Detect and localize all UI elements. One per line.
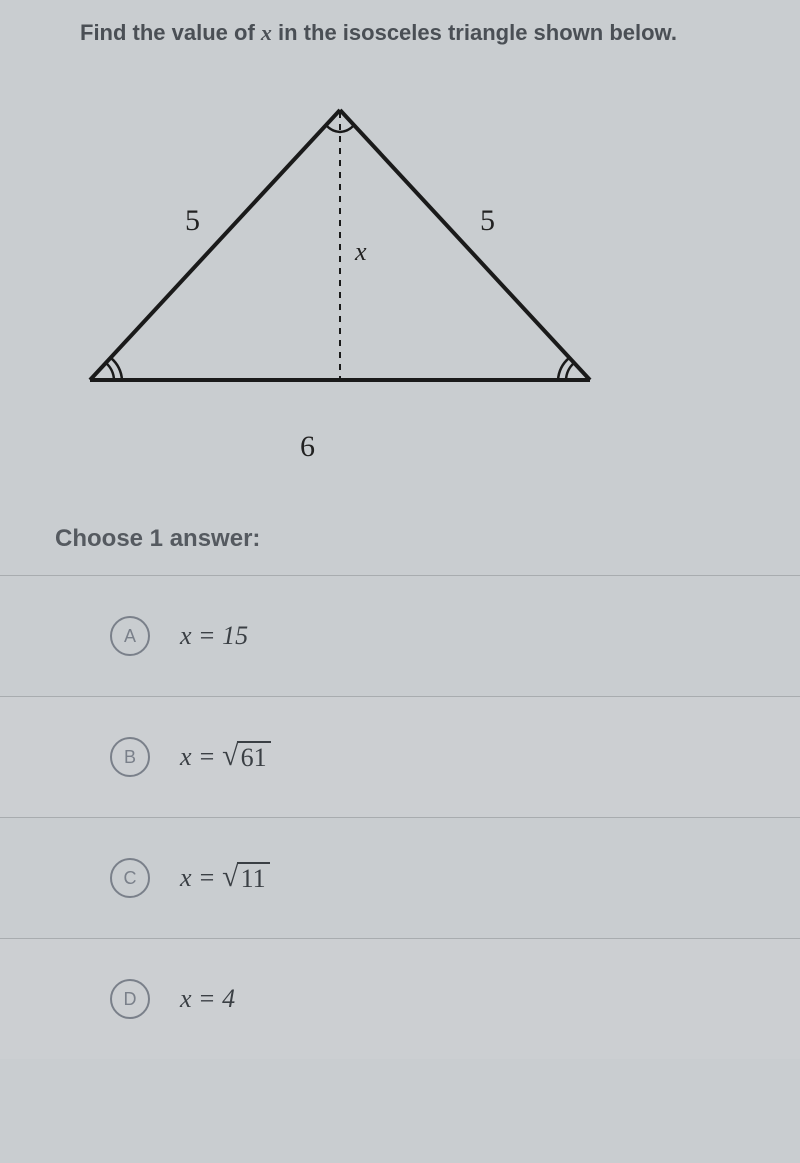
question-prefix: Find the value of	[80, 20, 261, 45]
choice-b-lhs: x =	[180, 742, 222, 771]
question-suffix: in the isosceles triangle shown below.	[272, 20, 677, 45]
angle-mark-right-1	[566, 363, 574, 380]
apex-mark-left	[326, 125, 340, 132]
side-right-label: 5	[480, 204, 495, 237]
choice-a-letter: A	[110, 616, 150, 656]
choice-c[interactable]: C x = √11	[0, 817, 800, 938]
triangle-right-side	[340, 110, 590, 380]
choice-c-lhs: x =	[180, 863, 222, 892]
question-variable: x	[261, 20, 272, 45]
choice-c-radicand: 11	[237, 862, 270, 894]
choice-d-letter: D	[110, 979, 150, 1019]
choose-prompt: Choose 1 answer:	[55, 525, 260, 553]
base-label: 6	[300, 430, 315, 464]
choice-d[interactable]: D x = 4	[0, 938, 800, 1059]
answer-choices: A x = 15 B x = √61 C x = √11 D x = 4	[0, 575, 800, 1059]
altitude-label: x	[354, 237, 367, 266]
apex-mark-right	[340, 125, 354, 132]
choice-d-text: x = 4	[180, 984, 235, 1014]
triangle-left-side	[90, 110, 340, 380]
angle-mark-left-1	[106, 363, 114, 380]
choice-a-text: x = 15	[180, 621, 248, 651]
question-text: Find the value of x in the isosceles tri…	[80, 20, 760, 46]
choice-b[interactable]: B x = √61	[0, 696, 800, 817]
choice-b-text: x = √61	[180, 741, 271, 773]
side-left-label: 5	[185, 204, 200, 237]
choice-c-letter: C	[110, 858, 150, 898]
choice-c-text: x = √11	[180, 862, 270, 894]
triangle-figure: 5 5 x	[70, 100, 610, 420]
choice-b-radicand: 61	[237, 741, 271, 773]
sqrt-icon: √61	[222, 741, 270, 773]
sqrt-icon: √11	[222, 862, 270, 894]
choice-a[interactable]: A x = 15	[0, 575, 800, 696]
choice-b-letter: B	[110, 737, 150, 777]
